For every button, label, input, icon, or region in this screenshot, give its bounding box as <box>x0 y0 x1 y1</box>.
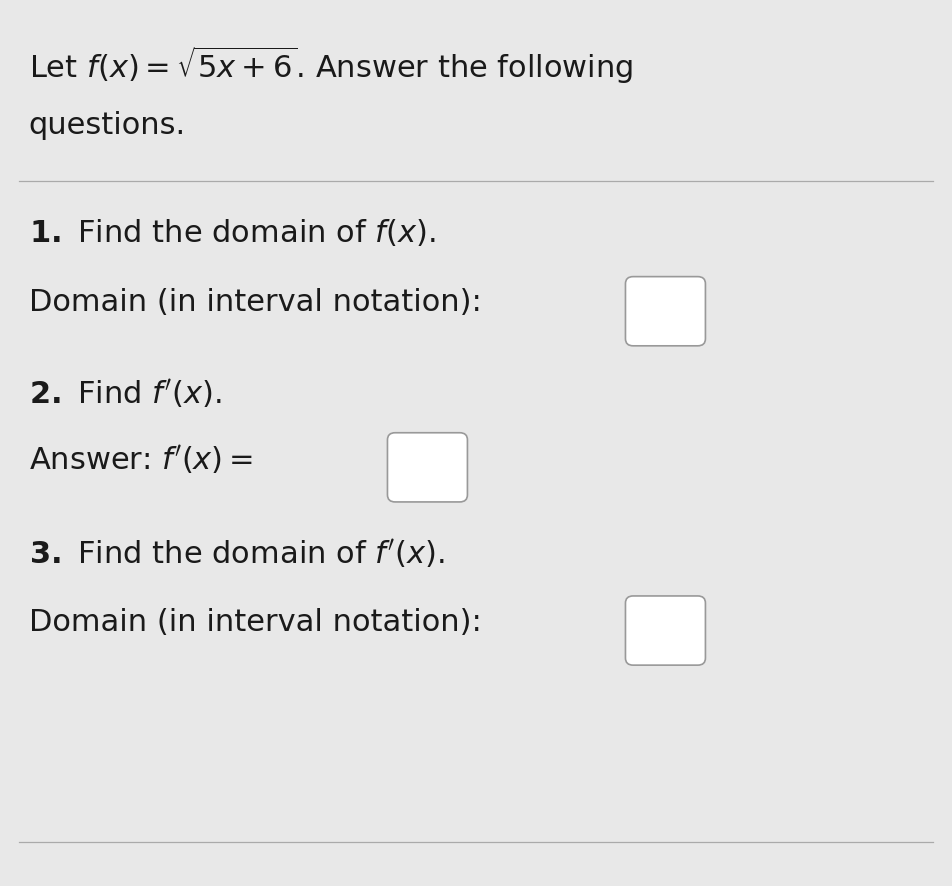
Text: $\mathbf{2.}$ Find $f'(x)$.: $\mathbf{2.}$ Find $f'(x)$. <box>29 377 221 409</box>
Text: Domain (in interval notation):: Domain (in interval notation): <box>29 607 482 636</box>
Text: Answer: $f'(x) =$: Answer: $f'(x) =$ <box>29 443 252 476</box>
Text: $\mathbf{3.}$ Find the domain of $f'(x)$.: $\mathbf{3.}$ Find the domain of $f'(x)$… <box>29 536 444 569</box>
Text: questions.: questions. <box>29 111 186 140</box>
FancyBboxPatch shape <box>625 277 705 346</box>
Text: $\mathbf{1.}$ Find the domain of $f(x)$.: $\mathbf{1.}$ Find the domain of $f(x)$. <box>29 217 435 248</box>
Text: Let $f(x) = \sqrt{5x+6}$. Answer the following: Let $f(x) = \sqrt{5x+6}$. Answer the fol… <box>29 44 633 86</box>
Text: Domain (in interval notation):: Domain (in interval notation): <box>29 288 482 317</box>
FancyBboxPatch shape <box>625 596 705 665</box>
FancyBboxPatch shape <box>387 433 467 502</box>
